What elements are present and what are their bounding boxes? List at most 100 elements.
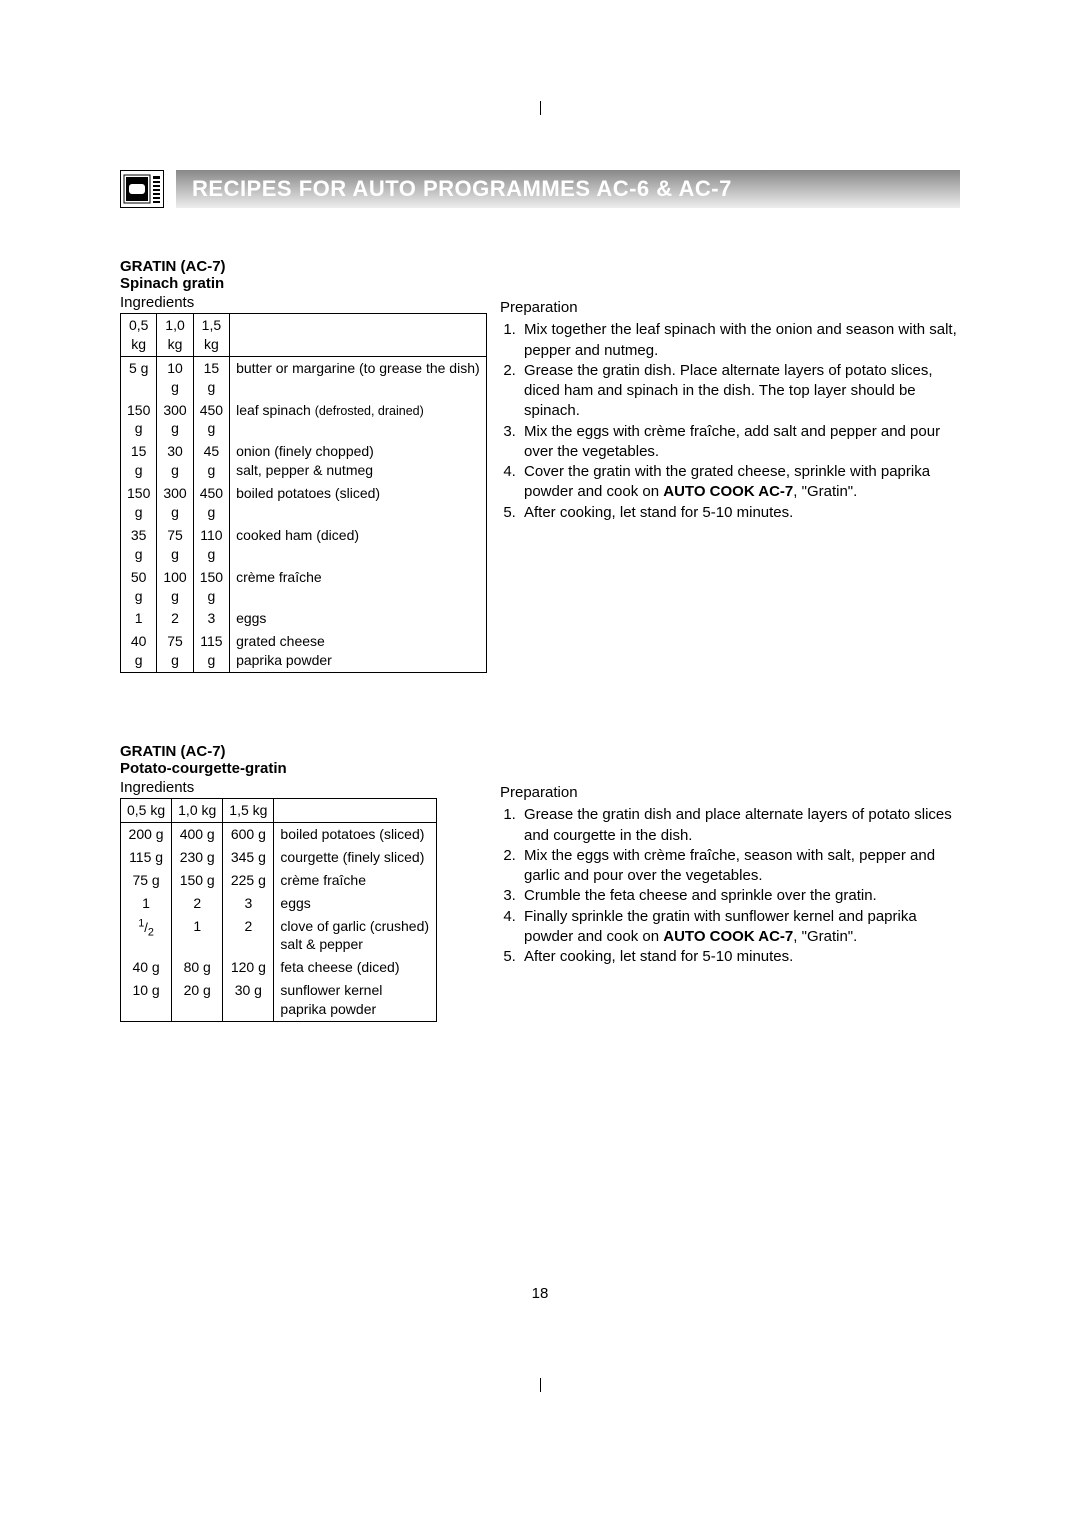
table-cell: 45 g (193, 440, 229, 482)
table-cell: onion (finely chopped)salt, pepper & nut… (230, 440, 487, 482)
recipe-right-column: PreparationMix together the leaf spinach… (480, 258, 960, 673)
recipe-block: GRATIN (AC-7)Spinach gratinIngredients0,… (120, 258, 960, 673)
table-cell: 1 (121, 892, 172, 915)
table-header-cell: 1,0 kg (157, 314, 193, 357)
table-row: 5 g10 g15 gbutter or margarine (to greas… (121, 356, 487, 398)
table-cell: 2 (157, 607, 193, 630)
preparation-step: Mix together the leaf spinach with the o… (520, 320, 960, 361)
table-cell: 20 g (172, 979, 223, 1021)
table-cell: 2 (223, 915, 274, 957)
table-cell: 75 g (121, 869, 172, 892)
page-title: RECIPES FOR AUTO PROGRAMMES AC-6 & AC-7 (192, 176, 732, 202)
table-cell: 450 g (193, 482, 229, 524)
preparation-list: Grease the gratin dish and place alterna… (500, 805, 960, 967)
table-cell: 150 g (121, 399, 157, 441)
table-cell: 75 g (157, 630, 193, 672)
table-header-cell (230, 314, 487, 357)
preparation-step: After cooking, let stand for 5-10 minute… (520, 503, 960, 523)
preparation-label: Preparation (500, 298, 960, 318)
table-header-cell: 1,5 kg (223, 799, 274, 823)
recipe-code: GRATIN (AC-7) (120, 743, 480, 760)
recipe-left-column: GRATIN (AC-7)Potato-courgette-gratin Ingr… (120, 743, 480, 1022)
preparation-step: Finally sprinkle the gratin with sunflow… (520, 907, 960, 948)
table-row: 35 g75 g110 gcooked ham (diced) (121, 524, 487, 566)
table-cell: 80 g (172, 956, 223, 979)
table-row: 123eggs (121, 607, 487, 630)
page-content: RECIPES FOR AUTO PROGRAMMES AC-6 & AC-7 … (0, 0, 1080, 1022)
table-cell: 150 g (172, 869, 223, 892)
table-cell: 50 g (121, 566, 157, 608)
table-row: 10 g20 g30 gsunflower kernelpaprika powd… (121, 979, 437, 1021)
preparation-step: Mix the eggs with crème fraîche, add sal… (520, 422, 960, 463)
table-row: 1/212clove of garlic (crushed)salt & pep… (121, 915, 437, 957)
preparation-step: Crumble the feta cheese and sprinkle ove… (520, 886, 960, 906)
table-cell: 1 (172, 915, 223, 957)
table-header-cell: 0,5 kg (121, 314, 157, 357)
table-row: 40 g75 g115 ggrated cheesepaprika powder (121, 630, 487, 672)
table-cell: 1 (121, 607, 157, 630)
crop-mark-top (540, 101, 541, 115)
table-row: 40 g80 g120 gfeta cheese (diced) (121, 956, 437, 979)
table-cell: 2 (172, 892, 223, 915)
table-row: 150 g300 g450 gleaf spinach (defrosted, … (121, 399, 487, 441)
table-header-cell: 0,5 kg (121, 799, 172, 823)
preparation-list: Mix together the leaf spinach with the o… (500, 320, 960, 523)
page-number: 18 (0, 1285, 1080, 1302)
table-header-cell: 1,0 kg (172, 799, 223, 823)
recipe-name: Potato-courgette-gratin (120, 760, 480, 777)
microwave-icon (120, 170, 164, 208)
title-bar: RECIPES FOR AUTO PROGRAMMES AC-6 & AC-7 (176, 170, 960, 208)
table-cell: 30 g (157, 440, 193, 482)
table-row: 115 g230 g345 gcourgette (finely sliced) (121, 846, 437, 869)
table-cell: 200 g (121, 823, 172, 846)
table-cell: 345 g (223, 846, 274, 869)
recipe-block: GRATIN (AC-7)Potato-courgette-gratin Ingr… (120, 743, 960, 1022)
preparation-step: Grease the gratin dish and place alterna… (520, 805, 960, 846)
table-cell: boiled potatoes (sliced) (274, 823, 437, 846)
table-cell: 115 g (193, 630, 229, 672)
table-cell: feta cheese (diced) (274, 956, 437, 979)
table-cell: 300 g (157, 399, 193, 441)
table-header-cell (274, 799, 437, 823)
table-row: 123eggs (121, 892, 437, 915)
ingredients-label: Ingredients (120, 294, 480, 311)
table-cell: crème fraîche (230, 566, 487, 608)
table-cell: 3 (193, 607, 229, 630)
table-cell: boiled potatoes (sliced) (230, 482, 487, 524)
crop-mark-bottom (540, 1378, 541, 1392)
table-cell: sunflower kernelpaprika powder (274, 979, 437, 1021)
preparation-label: Preparation (500, 783, 960, 803)
table-row: 75 g150 g225 gcrème fraîche (121, 869, 437, 892)
table-cell: 150 g (121, 482, 157, 524)
table-cell: eggs (274, 892, 437, 915)
table-row: 15 g30 g45 gonion (finely chopped)salt, … (121, 440, 487, 482)
table-cell: 120 g (223, 956, 274, 979)
table-cell: eggs (230, 607, 487, 630)
table-cell: 3 (223, 892, 274, 915)
table-cell: cooked ham (diced) (230, 524, 487, 566)
table-cell: 110 g (193, 524, 229, 566)
table-row: 150 g300 g450 gboiled potatoes (sliced) (121, 482, 487, 524)
table-cell: 225 g (223, 869, 274, 892)
recipe-left-column: GRATIN (AC-7)Spinach gratinIngredients0,… (120, 258, 480, 673)
table-cell: 10 g (157, 356, 193, 398)
preparation-step: Grease the gratin dish. Place alternate … (520, 361, 960, 422)
table-cell: grated cheesepaprika powder (230, 630, 487, 672)
table-cell: 150 g (193, 566, 229, 608)
table-cell: 40 g (121, 956, 172, 979)
table-header-cell: 1,5 kg (193, 314, 229, 357)
table-cell: butter or margarine (to grease the dish) (230, 356, 487, 398)
table-cell: 5 g (121, 356, 157, 398)
table-cell: 300 g (157, 482, 193, 524)
preparation-step: Mix the eggs with crème fraîche, season … (520, 846, 960, 887)
recipe-right-column: PreparationGrease the gratin dish and pl… (480, 743, 960, 1022)
table-cell: 450 g (193, 399, 229, 441)
preparation-step: Cover the gratin with the grated cheese,… (520, 462, 960, 503)
table-cell: clove of garlic (crushed)salt & pepper (274, 915, 437, 957)
header-row: RECIPES FOR AUTO PROGRAMMES AC-6 & AC-7 (120, 170, 960, 208)
table-cell: courgette (finely sliced) (274, 846, 437, 869)
ingredients-label: Ingredients (120, 779, 480, 796)
table-cell: 100 g (157, 566, 193, 608)
table-cell: crème fraîche (274, 869, 437, 892)
table-cell: 1/2 (121, 915, 172, 957)
